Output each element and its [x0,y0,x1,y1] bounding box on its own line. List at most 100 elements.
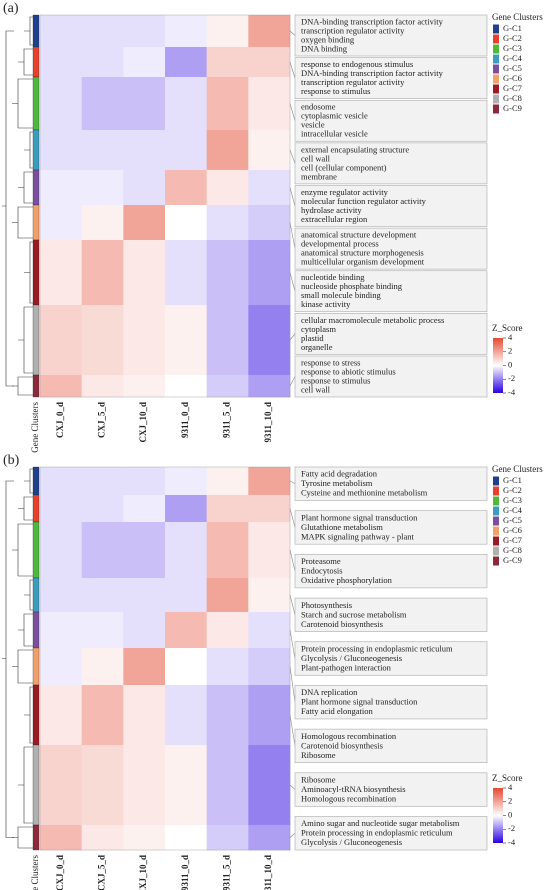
heatmap-cell [206,522,249,579]
heatmap-cell [165,685,207,746]
heatmap-cell [123,375,166,398]
legend-swatch [493,546,499,556]
heatmap-cell [206,205,249,241]
annotation-term: Protein processing in endoplasmic reticu… [301,643,453,653]
connector [289,61,296,79]
heatmap-cell [165,578,207,613]
cluster-bar [32,374,40,398]
heatmap-cell [248,522,291,579]
annotation-term: DNA replication [301,687,358,697]
legend-swatch [493,24,499,34]
annotation-term: transcription regulator activity [301,25,405,35]
annotation-term: external encapsulating structure [301,144,409,154]
legend-swatch [493,34,499,44]
heatmap-cell [248,77,291,131]
annotation-term: Carotenoid biosynthesis [301,740,383,750]
annotation-term: anatomical structure morphogenesis [301,248,424,258]
heatmap-cell [248,240,291,306]
annotation-term: nucleoside phosphate binding [301,281,403,291]
heatmap-cell [81,77,124,131]
heatmap-cell [123,745,166,826]
annotation-term: Plant hormone signal transduction [301,512,418,522]
heatmap-cell [123,305,166,376]
dendrogram [2,30,14,387]
legend-label: G-C8 [503,93,522,103]
heatmap-cell [165,130,207,171]
heatmap-cell [40,467,82,496]
dendrogram [18,306,33,374]
connector [289,480,296,485]
annotation-term: Oxidative phosphorylation [301,575,393,585]
heatmap-cell [123,578,166,613]
annotation-term: nucleotide binding [301,272,365,282]
annotation-term: MAPK signaling pathway - plant [301,531,414,541]
heatmap-cell [165,648,207,686]
annotation-term: Starch and sucrose metabolism [301,609,407,619]
connector [289,833,296,838]
legend-label: G-C3 [503,495,522,505]
annotation-term: cell wall [301,384,331,394]
dendrogram [18,746,33,824]
annotation-term: Proteasome [301,556,341,566]
annotation-term: Glycolysis / Gluconeogenesis [301,837,402,847]
heatmap-cell [81,15,124,48]
heatmap-cell [123,15,166,48]
dendrogram [12,78,33,129]
heatmap-cell [165,205,207,241]
heatmap-cell [40,745,82,826]
legend-title: Gene Clusters [492,12,543,22]
legend-swatch [493,536,499,546]
legend-swatch [493,104,499,114]
cluster-bar [32,521,40,579]
annotation-term: Protein processing in endoplasmic reticu… [301,828,453,838]
annotation-term: kinase activity [301,299,351,309]
heatmap-cell [40,522,82,579]
heatmap-cell [81,578,124,613]
annotation-box [294,641,488,676]
heatmap-cell [40,685,82,746]
connector [289,508,296,528]
heatmap-cell [206,47,249,78]
panel-label: (a) [3,1,19,16]
heatmap-cell [165,495,207,523]
heatmap-frame [39,466,291,851]
dendrogram [18,48,33,76]
column-label: CXJ_0_d [55,855,65,890]
legend-label: G-C1 [503,23,522,33]
annotation-term: multicellular organism development [301,257,425,267]
column-label: 9311_0_d [180,402,190,438]
heatmap-cell [206,170,249,206]
cluster-bar [32,239,40,306]
legend-label: G-C7 [503,83,522,93]
legend-label: G-C9 [503,103,522,113]
dendrogram [18,496,33,521]
panel-label: (b) [3,453,20,468]
row-annotation-label: Gene Clusters [30,402,40,453]
heatmap-cell [165,467,207,496]
annotation-box [294,227,488,270]
annotation-term: Ribosome [301,750,336,760]
annotation-term: Tyrosine metabolism [301,478,373,488]
annotation-term: response to abiotic stimulus [301,366,396,376]
heatmap-cell [165,612,207,649]
colorbar-tick-label: 4 [508,332,513,342]
annotation-term: vesicle [301,120,325,130]
heatmap-cell [248,612,291,649]
annotation-term: cell (cellular component) [301,162,387,172]
heatmap-cell [165,240,207,306]
cluster-bar [32,46,40,78]
legend-swatch [493,44,499,54]
heatmap-cell [248,130,291,171]
heatmap-cell [40,240,82,306]
annotation-term: Plant hormone signal transduction [301,697,418,707]
colorbar-tick-label: 4 [508,782,513,792]
annotation-term: membrane [301,171,337,181]
heatmap-cell [81,612,124,649]
annotation-term: Glutathione metabolism [301,522,383,532]
colorbar [493,338,503,393]
legend-label: G-C4 [503,53,523,63]
heatmap-cell [81,170,124,206]
annotation-term: response to stimulus [301,86,370,96]
heatmap-cell [248,685,291,746]
